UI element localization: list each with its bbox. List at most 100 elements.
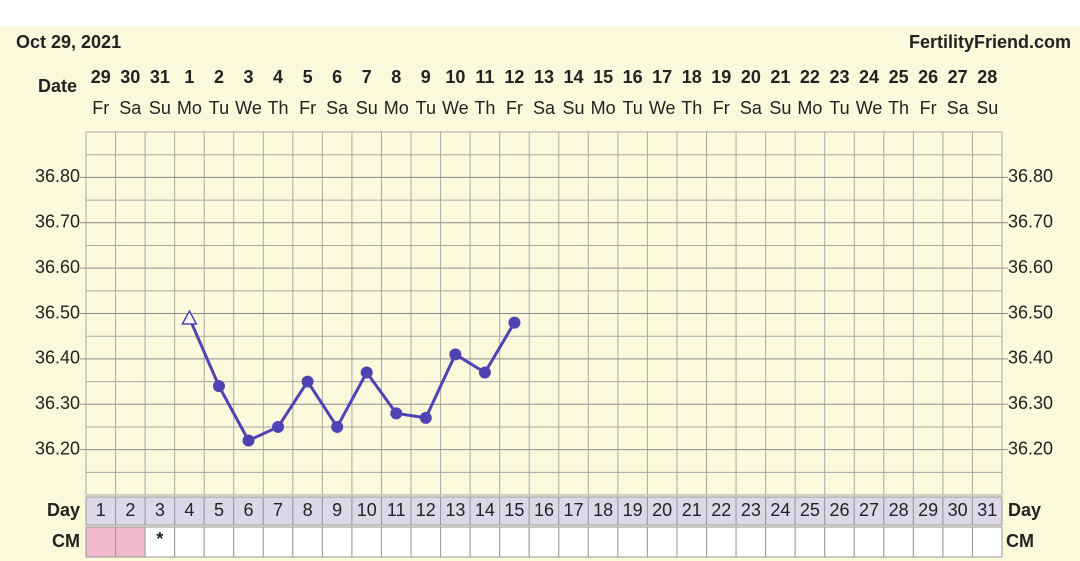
day-cell [528,496,560,526]
date-number: 22 [800,67,820,87]
day-number: 20 [652,500,672,520]
date-number: 5 [303,67,313,87]
day-number: 13 [445,500,465,520]
day-number: 5 [214,500,224,520]
y-tick-label: 36.40 [35,348,80,368]
day-number: 7 [273,500,283,520]
day-number: 6 [244,500,254,520]
day-label: Day [47,500,80,520]
cm-cell [380,526,412,558]
weekday: Fr [299,98,316,118]
day-number: 15 [504,500,524,520]
date-number: 30 [120,67,140,87]
weekday: Th [268,98,289,118]
y-tick-label-right: 36.60 [1008,257,1053,277]
day-number: 3 [155,500,165,520]
temperature-point-open [181,309,198,325]
y-tick-label-right: 36.80 [1008,166,1053,186]
weekday: Th [888,98,909,118]
day-cell [115,496,146,526]
day-number: 24 [770,500,790,520]
cm-cell [735,526,767,558]
day-cell [203,496,235,526]
date-number: 23 [829,67,849,87]
day-cell [440,496,471,526]
weekday: Sa [947,98,970,118]
weekday: Sa [533,98,556,118]
weekday: Mo [797,98,822,118]
date-number: 21 [770,67,790,87]
weekday: Su [976,98,998,118]
weekday: Su [356,98,378,118]
day-number: 17 [564,500,584,520]
weekday: Th [681,98,702,118]
y-tick-label: 36.20 [35,438,80,458]
cm-cell [469,526,501,558]
cm-cell [351,526,382,558]
day-number: 16 [534,500,554,520]
weekday: Sa [740,98,763,118]
date-number: 2 [214,67,224,87]
cm-cell [558,526,589,558]
cm-cell [85,526,117,558]
y-tick-label: 36.60 [35,257,80,277]
weekday: Fr [713,98,730,118]
day-cell [558,496,589,526]
date-number: 27 [948,67,968,87]
cm-cell [853,526,885,558]
day-number: 18 [593,500,613,520]
day-number: 9 [332,500,342,520]
cm-cell [824,526,855,558]
day-number: 27 [859,500,879,520]
day-number: 1 [96,500,106,520]
temperature-point [419,411,432,424]
day-number: 19 [623,500,643,520]
day-cell [676,496,708,526]
cm-value: * [156,529,163,549]
temperature-point [449,348,462,361]
weekday: Tu [829,98,849,118]
date-number: 4 [273,67,283,87]
cm-cell [528,526,560,558]
weekday: Tu [622,98,642,118]
day-number: 21 [682,500,702,520]
day-cell [499,496,530,526]
y-tick-label-right: 36.40 [1008,348,1053,368]
day-cell [912,496,944,526]
weekday: We [649,98,676,118]
day-cell [380,496,412,526]
weekday: We [235,98,262,118]
y-tick-label-right: 36.50 [1008,302,1053,322]
date-number: 25 [889,67,909,87]
day-cell [174,496,205,526]
y-tick-label: 36.50 [35,302,80,322]
cm-cell [115,526,146,558]
date-number: 24 [859,67,879,87]
day-number: 26 [829,500,849,520]
day-cell [706,496,737,526]
date-number: 3 [244,67,254,87]
y-tick-label: 36.80 [35,166,80,186]
day-cell [262,496,294,526]
weekday: Tu [416,98,436,118]
date-number: 28 [977,67,997,87]
cm-cell [203,526,235,558]
temperature-point [301,375,314,388]
date-number: 8 [391,67,401,87]
cm-cell [587,526,619,558]
weekday: We [442,98,469,118]
day-number: 31 [977,500,997,520]
date-number: 18 [682,67,702,87]
temperature-point [508,316,521,329]
temperature-point [212,380,225,393]
day-number: 28 [889,500,909,520]
day-number: 25 [800,500,820,520]
weekday: Fr [506,98,523,118]
date-number: 10 [445,67,465,87]
day-cell [587,496,619,526]
day-cell [735,496,767,526]
day-cell [410,496,442,526]
y-tick-label: 36.70 [35,212,80,232]
